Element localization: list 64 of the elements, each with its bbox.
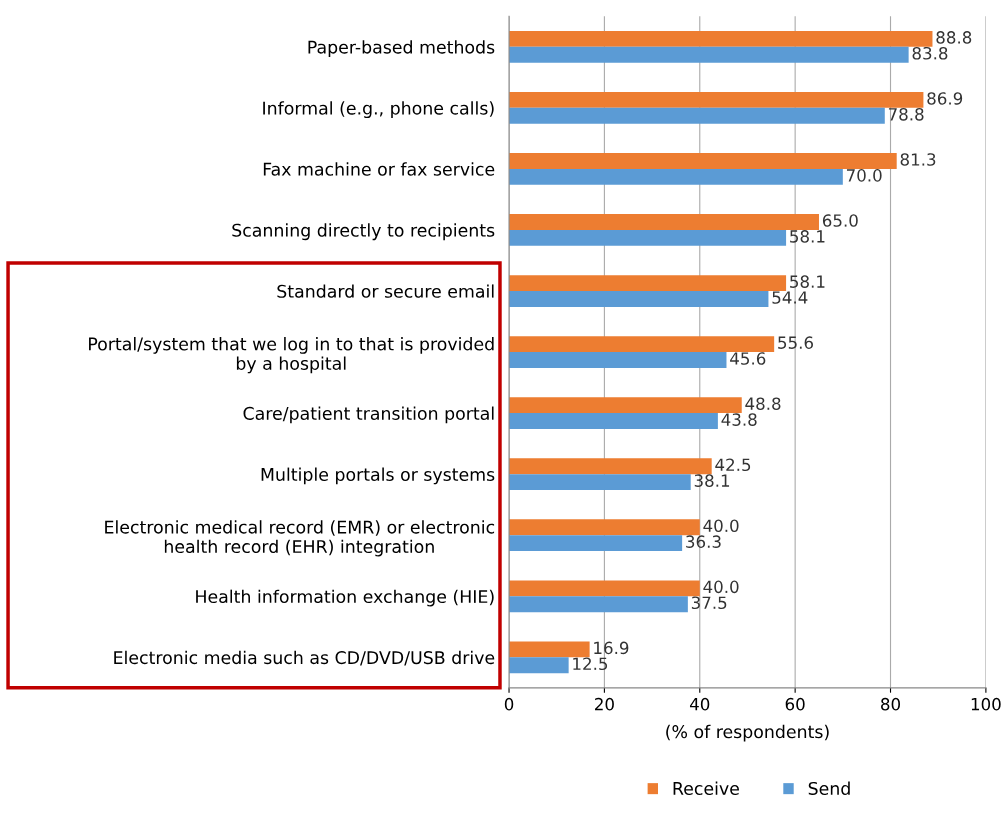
y-tick-label: Multiple portals or systems [261,467,495,485]
bar [509,214,819,230]
data-label: 58.1 [790,230,825,243]
bar [509,107,885,124]
bar [509,91,924,108]
data-label: 70.0 [846,169,882,182]
legend-label: Receive [673,781,739,796]
y-tick-label: Portal/system that we log in to that is provided by a hospital [89,337,494,374]
data-label: 37.5 [691,596,727,610]
bar [509,657,569,674]
data-label: 36.3 [686,535,721,548]
y-tick-label: Health information exchange (HIE) [196,589,494,607]
bar [509,352,727,368]
bar [509,397,742,414]
y-tick-label: Care/patient transition portal [243,406,494,424]
bar [509,458,712,475]
data-label: 81.3 [900,153,936,166]
data-label: 83.8 [912,46,948,60]
data-label: 12.5 [573,657,608,671]
data-label: 86.9 [927,92,963,105]
data-label: 43.8 [721,413,757,426]
data-label: 38.1 [694,474,730,487]
data-label: 45.6 [730,352,766,365]
x-tick-label: 80 [881,697,901,711]
x-tick-label: 20 [595,697,614,711]
y-tick-label: Standard or secure email [277,284,494,298]
data-label: 78.8 [888,108,924,121]
data-label: 40.0 [703,519,739,533]
data-label: 40.0 [703,580,739,594]
y-tick-label: Paper-based methods [308,40,495,58]
y-tick-label: Informal (e.g., phone calls) [263,101,494,119]
bar [509,291,769,307]
x-tick-label: 100 [971,697,1001,711]
data-label: 48.8 [745,397,781,410]
bar [509,46,909,63]
data-label: 16.9 [594,641,629,655]
x-tick-label: 40 [689,697,710,711]
x-tick-label: 60 [785,697,805,711]
bar [509,168,843,185]
bar [509,519,700,536]
y-tick-label: Fax machine or fax service [263,162,495,176]
bar [509,535,683,552]
y-tick-label: Electronic media such as CD/DVD/USB drive [114,650,495,666]
bar [509,413,718,429]
data-label: 55.6 [778,336,813,349]
bar [509,336,775,353]
bar [509,275,787,291]
data-label: 65.0 [822,214,858,227]
bar [509,30,933,47]
bar [509,641,590,658]
bar [509,153,897,169]
bar [509,596,688,613]
bar [509,229,787,246]
legend-label: Send [808,781,850,796]
data-label: 88.8 [936,31,972,44]
data-label: 54.4 [772,291,808,304]
y-tick-label: Scanning directly to recipients [232,223,495,241]
bar [509,580,700,597]
y-tick-label: Electronic medical record (EMR) or electronic health record (EHR) integration [105,520,495,557]
bar [509,474,691,491]
x-axis-title: (% of respondents) [666,724,829,742]
x-tick-label: 0 [504,697,514,711]
data-label: 58.1 [790,275,825,288]
data-label: 42.5 [715,458,751,472]
